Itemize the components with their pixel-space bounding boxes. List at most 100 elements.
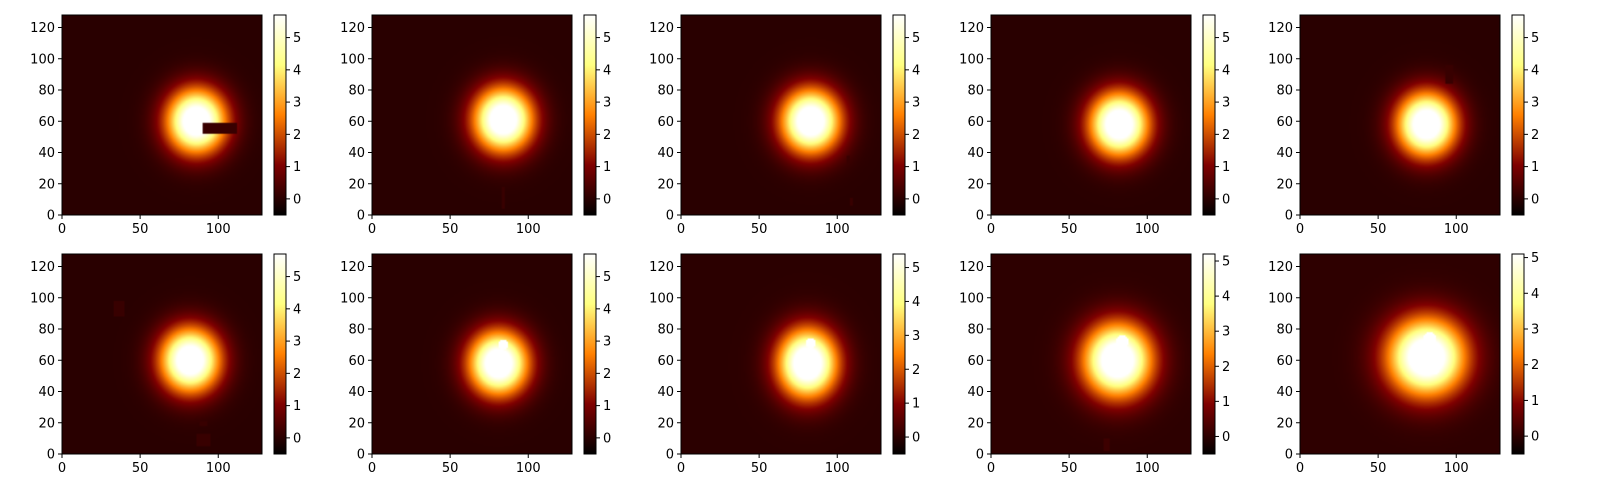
y-tick-label: 40 [657, 385, 674, 400]
colorbar-tick-label: 3 [603, 335, 611, 350]
y-tick-label: 100 [1268, 291, 1293, 306]
y-tick-label: 20 [967, 416, 984, 431]
colorbar-tick-label: 2 [1531, 128, 1539, 143]
colorbar-tick-label: 2 [912, 363, 920, 378]
x-tick-label: 100 [516, 461, 541, 476]
y-tick-label: 120 [1268, 260, 1293, 275]
heatmap-image [681, 15, 881, 215]
axes-frame [61, 14, 263, 216]
colorbar [1512, 254, 1524, 454]
x-tick-label: 50 [751, 461, 768, 476]
x-tick-label: 0 [368, 222, 376, 237]
y-tick-label: 20 [348, 177, 365, 192]
y-tick-label: 20 [38, 177, 55, 192]
colorbar [274, 254, 286, 454]
heatmap-panel-3: 0 50 100 0 20 40 60 80 100 120 0 1 2 3 4 5 [649, 14, 920, 237]
colorbar-tick-label: 1 [293, 399, 301, 414]
y-tick-label: 120 [649, 260, 674, 275]
y-tick-label: 60 [348, 354, 365, 369]
colorbar-tick-label: 1 [603, 399, 611, 414]
x-tick-label: 0 [1296, 461, 1304, 476]
x-tick-label: 50 [442, 461, 459, 476]
colorbar-frame [1511, 14, 1525, 216]
colorbar [1512, 15, 1524, 215]
y-tick-label: 40 [1276, 146, 1293, 161]
colorbar-tick-label: 1 [1222, 160, 1230, 175]
colorbar-tick-label: 4 [1531, 63, 1539, 78]
y-tick-label: 40 [38, 146, 55, 161]
colorbar [893, 15, 905, 215]
x-tick-label: 100 [825, 461, 850, 476]
y-tick-label: 40 [1276, 385, 1293, 400]
colorbar-tick-label: 4 [603, 63, 611, 78]
y-tick-label: 80 [1276, 323, 1293, 338]
colorbar-tick-label: 5 [293, 31, 301, 46]
y-tick-label: 20 [657, 177, 674, 192]
x-tick-label: 50 [132, 461, 149, 476]
heatmap-panel-5: 0 50 100 0 20 40 60 80 100 120 0 1 2 3 4 5 [1268, 14, 1539, 237]
colorbar-tick-label: 1 [1531, 394, 1539, 409]
y-tick-label: 20 [348, 416, 365, 431]
colorbar-tick-label: 5 [603, 31, 611, 46]
y-tick-label: 40 [348, 146, 365, 161]
y-tick-label: 120 [340, 21, 365, 36]
colorbar-tick-label: 4 [293, 302, 301, 317]
x-tick-label: 50 [1370, 461, 1387, 476]
y-tick-label: 20 [1276, 416, 1293, 431]
y-tick-label: 40 [38, 385, 55, 400]
heatmap-panel-10: 0 50 100 0 20 40 60 80 100 120 0 1 2 3 4 5 [1268, 251, 1539, 476]
colorbar-tick-label: 1 [912, 397, 920, 412]
heatmap-image [1300, 254, 1500, 454]
heatmap-image [681, 254, 881, 454]
y-tick-label: 100 [649, 52, 674, 67]
colorbar-tick-label: 5 [293, 270, 301, 285]
y-tick-label: 120 [30, 21, 55, 36]
y-tick-label: 100 [959, 291, 984, 306]
colorbar-tick-label: 1 [1222, 395, 1230, 410]
colorbar-frame [1202, 14, 1216, 216]
x-tick-label: 100 [1444, 461, 1469, 476]
axes-frame [990, 253, 1192, 455]
y-tick-label: 0 [357, 448, 365, 463]
colorbar [1203, 15, 1215, 215]
colorbar-tick-label: 3 [1222, 96, 1230, 111]
x-tick-label: 100 [206, 222, 231, 237]
colorbar-frame [273, 253, 287, 455]
x-tick-label: 50 [1370, 222, 1387, 237]
colorbar-tick-label: 5 [1222, 255, 1230, 270]
colorbar-tick-label: 3 [912, 96, 920, 111]
y-tick-label: 60 [967, 115, 984, 130]
colorbar-tick-label: 4 [293, 63, 301, 78]
y-tick-label: 80 [348, 323, 365, 338]
colorbar-tick-label: 5 [1531, 251, 1539, 266]
colorbar-tick-label: 2 [603, 367, 611, 382]
y-tick-label: 120 [959, 21, 984, 36]
x-tick-label: 0 [987, 461, 995, 476]
y-tick-label: 80 [38, 323, 55, 338]
colorbar-tick-label: 3 [293, 335, 301, 350]
colorbar-tick-label: 0 [603, 192, 611, 207]
x-tick-label: 50 [751, 222, 768, 237]
colorbar-tick-label: 2 [293, 128, 301, 143]
y-tick-label: 20 [967, 177, 984, 192]
colorbar-tick-label: 3 [293, 96, 301, 111]
y-tick-label: 0 [47, 209, 55, 224]
colorbar-tick-label: 0 [293, 192, 301, 207]
y-tick-label: 60 [38, 115, 55, 130]
colorbar-tick-label: 5 [912, 31, 920, 46]
heatmap-image [62, 15, 262, 215]
colorbar-tick-label: 0 [912, 192, 920, 207]
heatmap-panel-2: 0 50 100 0 20 40 60 80 100 120 0 1 2 3 4 5 [340, 14, 611, 237]
x-tick-label: 100 [206, 461, 231, 476]
colorbar-tick-label: 4 [603, 302, 611, 317]
colorbar-tick-label: 5 [603, 270, 611, 285]
heatmap-image [991, 254, 1191, 454]
y-tick-label: 60 [38, 354, 55, 369]
y-tick-label: 20 [38, 416, 55, 431]
colorbar-tick-label: 0 [1531, 430, 1539, 445]
y-tick-label: 100 [959, 52, 984, 67]
heatmap-image [62, 254, 262, 454]
y-tick-label: 80 [348, 84, 365, 99]
colorbar-tick-label: 4 [1222, 290, 1230, 305]
